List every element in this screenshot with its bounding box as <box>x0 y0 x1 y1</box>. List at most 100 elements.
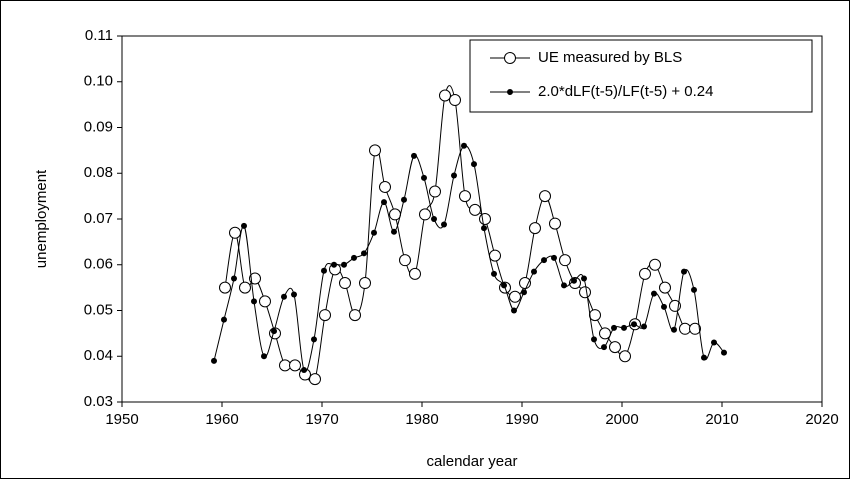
data-point <box>519 277 531 290</box>
data-point <box>531 268 537 275</box>
data-point <box>221 316 227 323</box>
data-point <box>379 180 391 193</box>
data-point <box>689 322 701 335</box>
data-point <box>471 161 477 168</box>
x-tick-label: 1980 <box>405 411 438 428</box>
y-tick-label: 0.04 <box>84 347 113 364</box>
data-point <box>461 142 467 149</box>
data-point <box>241 222 247 229</box>
data-point <box>431 216 437 222</box>
x-tick-label: 1950 <box>105 411 138 428</box>
data-point <box>581 275 587 282</box>
data-point <box>539 190 551 203</box>
x-tick-label: 2000 <box>605 411 638 428</box>
data-point <box>541 257 547 264</box>
data-point <box>619 350 631 363</box>
data-point <box>419 208 431 221</box>
data-point <box>429 185 441 198</box>
data-point <box>491 270 497 277</box>
x-axis-label: calendar year <box>427 453 518 470</box>
data-point <box>641 323 647 330</box>
data-point <box>701 354 707 361</box>
x-tick-label: 1960 <box>205 411 238 428</box>
data-point <box>501 282 507 289</box>
legend-marker <box>504 52 516 64</box>
data-point <box>439 89 451 102</box>
legend-label: UE measured by BLS <box>538 49 682 66</box>
data-point <box>371 229 377 236</box>
legend-marker <box>507 89 513 95</box>
data-point <box>401 196 407 203</box>
data-point <box>489 249 501 262</box>
data-point <box>611 324 617 331</box>
data-point <box>239 281 251 294</box>
data-point <box>339 277 351 290</box>
data-point <box>271 328 277 335</box>
data-point <box>409 267 421 280</box>
data-point <box>449 94 461 107</box>
data-point <box>281 293 287 300</box>
data-point <box>679 322 691 335</box>
data-point <box>631 321 637 328</box>
data-point <box>411 152 417 159</box>
legend-box <box>469 39 813 113</box>
data-point <box>649 258 661 271</box>
data-point <box>319 309 331 322</box>
y-tick-label: 0.05 <box>84 301 113 318</box>
data-point <box>211 357 217 364</box>
data-point <box>659 281 671 294</box>
data-point <box>441 221 447 228</box>
legend: UE measured by BLS 2.0*dLF(t-5)/LF(t-5) +… <box>469 39 813 113</box>
data-point <box>651 290 657 297</box>
data-point <box>391 228 397 235</box>
data-point <box>469 203 481 216</box>
data-point <box>591 336 597 343</box>
data-point <box>691 286 697 293</box>
data-point <box>479 213 491 225</box>
data-point <box>381 199 387 206</box>
data-point <box>571 277 577 284</box>
data-point <box>671 326 677 333</box>
data-point <box>589 309 601 322</box>
data-point <box>551 254 557 261</box>
data-point <box>289 359 301 372</box>
data-point <box>559 254 571 267</box>
data-point <box>421 174 427 181</box>
data-point <box>249 272 261 285</box>
series-line <box>213 144 725 372</box>
data-point <box>331 261 337 268</box>
data-point <box>291 291 297 298</box>
data-point <box>219 281 231 294</box>
data-point <box>341 261 347 268</box>
data-point <box>481 225 487 232</box>
data-point <box>511 307 517 314</box>
data-point <box>521 289 527 296</box>
data-point <box>279 359 291 372</box>
data-point <box>451 172 457 179</box>
data-point <box>561 282 567 289</box>
data-point <box>711 339 717 346</box>
data-point <box>311 336 317 343</box>
data-point <box>359 277 371 290</box>
data-point <box>301 366 307 373</box>
x-tick-label: 1970 <box>305 411 338 428</box>
data-point <box>549 217 561 230</box>
data-point <box>509 290 521 303</box>
y-tick-label: 0.07 <box>84 210 113 227</box>
y-tick-label: 0.03 <box>84 393 113 410</box>
data-point <box>231 275 237 282</box>
data-point <box>661 303 667 310</box>
data-point <box>309 373 321 386</box>
data-point <box>369 144 381 157</box>
data-point <box>399 254 411 267</box>
data-point <box>321 267 327 274</box>
data-point <box>389 208 401 221</box>
data-point <box>251 298 257 305</box>
data-point <box>609 341 621 354</box>
data-point <box>349 309 361 322</box>
y-tick-label: 0.08 <box>84 164 113 181</box>
data-point <box>681 268 687 275</box>
x-tick-label: 2010 <box>705 411 738 428</box>
data-point <box>639 267 651 280</box>
